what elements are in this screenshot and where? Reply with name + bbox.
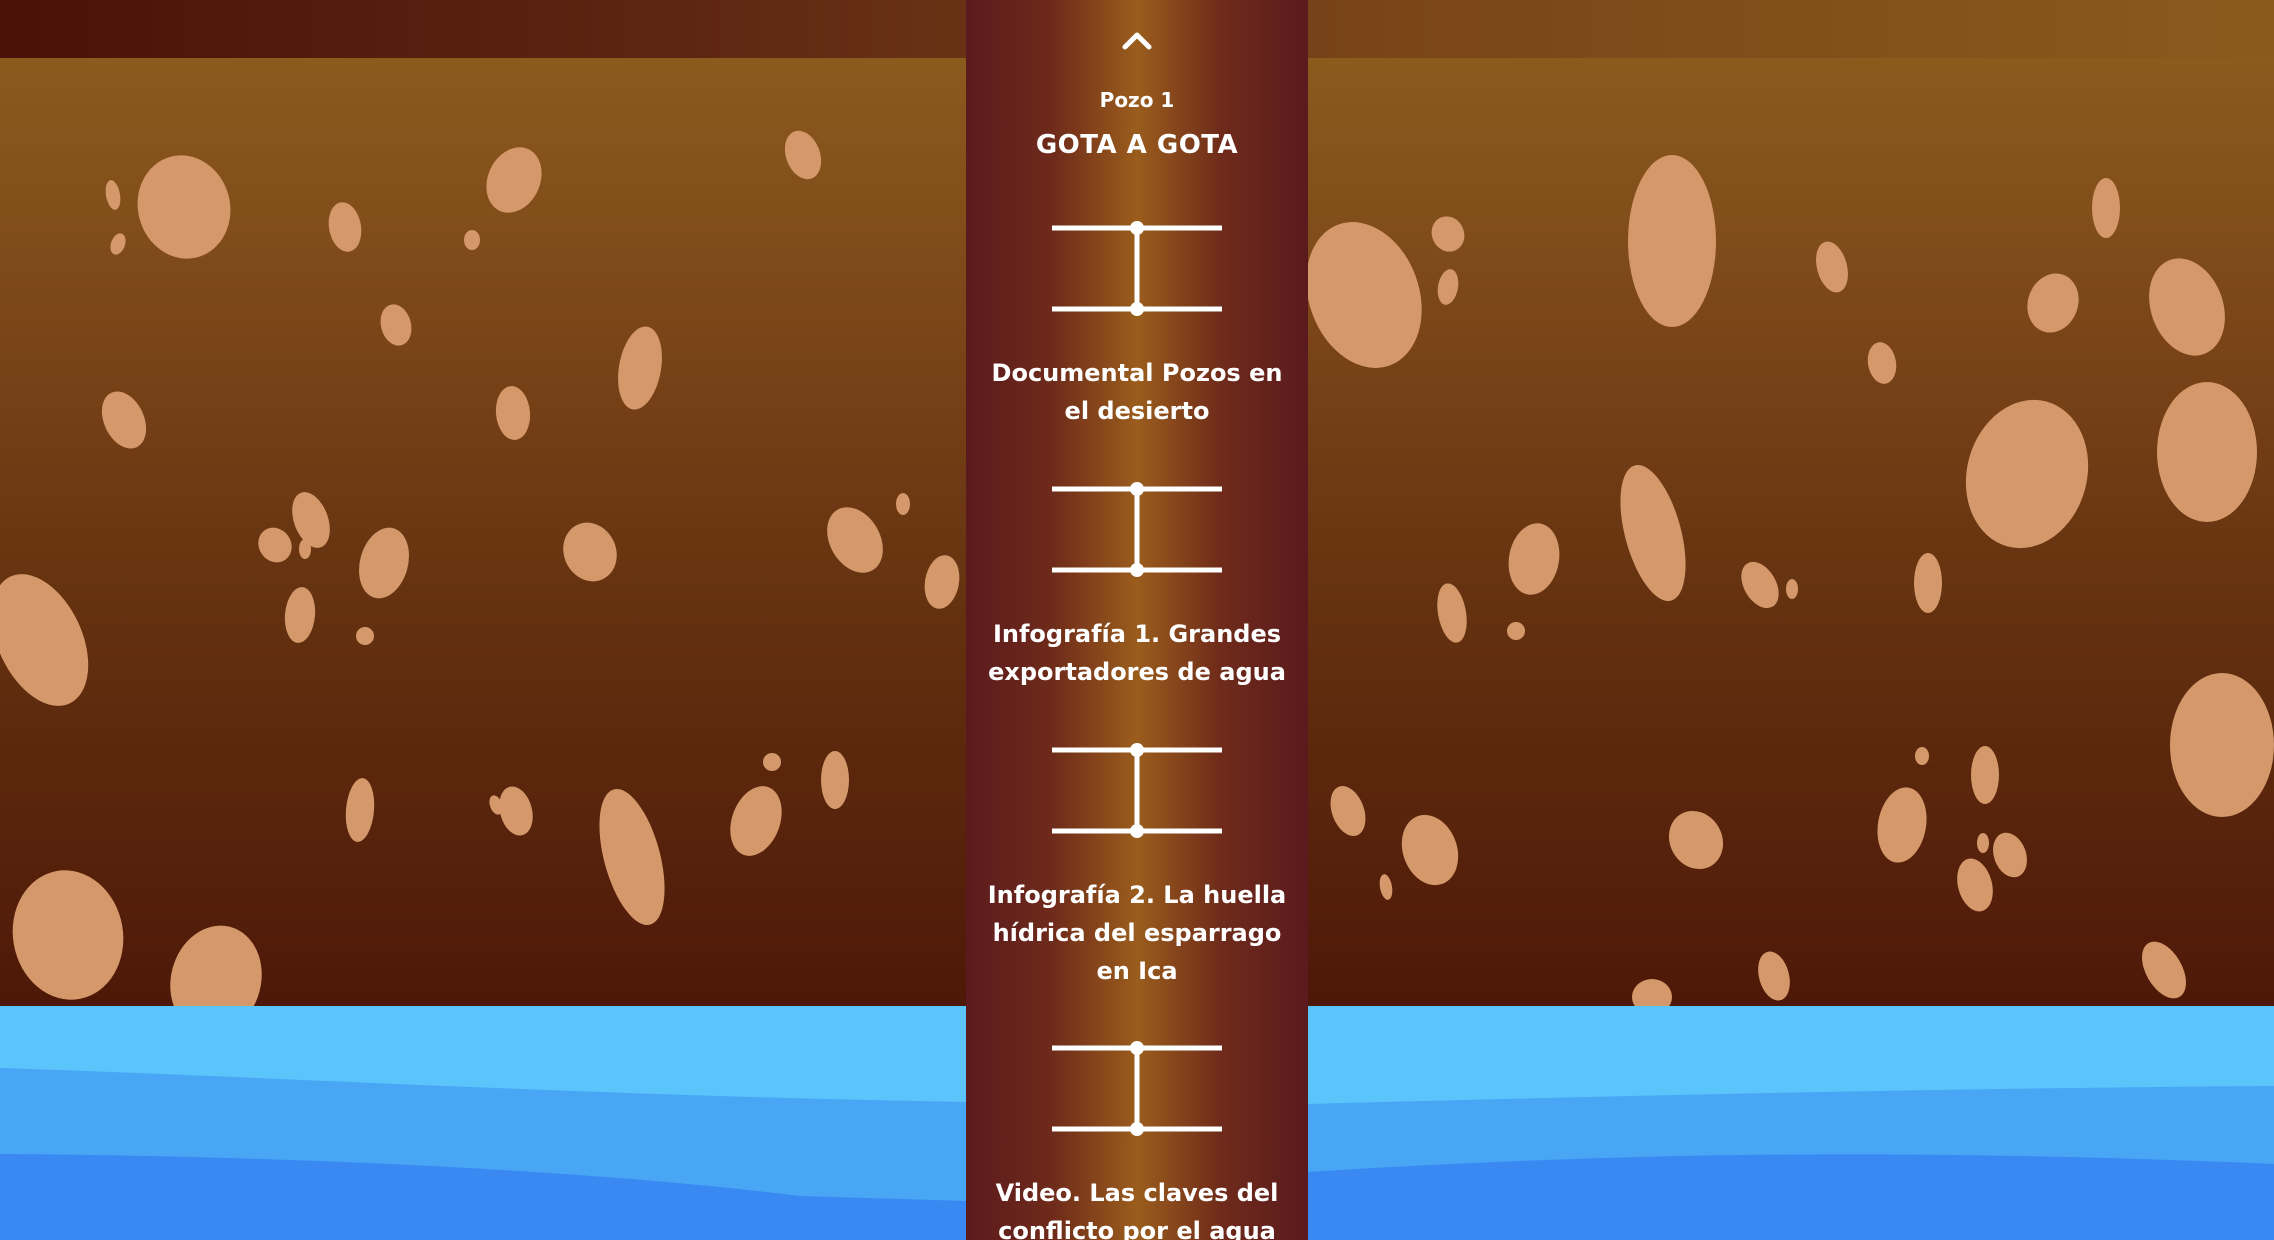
rock-shape bbox=[380, 304, 412, 346]
rock-shape bbox=[1306, 222, 1422, 368]
rock-shape bbox=[499, 786, 533, 836]
rock-shape bbox=[1816, 241, 1848, 293]
aquifer-water-left bbox=[0, 1006, 966, 1240]
rock-shape bbox=[763, 753, 781, 771]
rock-shape bbox=[1993, 832, 2027, 878]
pipe-marker-icon bbox=[1052, 743, 1222, 838]
rock-shape bbox=[1507, 622, 1525, 640]
rock-shape bbox=[827, 507, 883, 573]
rock-shape bbox=[2149, 258, 2225, 356]
nav-item-infografia-2[interactable]: Infografía 2. La huella hídrica del espa… bbox=[966, 740, 1308, 990]
rock-shape bbox=[359, 527, 409, 599]
aquifer-water-right bbox=[1308, 1006, 2274, 1240]
rock-shape bbox=[356, 627, 374, 645]
rock-shape bbox=[1965, 399, 2089, 549]
panel-title: GOTA A GOTA bbox=[1035, 130, 1239, 160]
scroll-up-button[interactable] bbox=[1117, 20, 1157, 60]
rock-shape bbox=[464, 230, 480, 250]
pipe-marker-icon bbox=[1052, 482, 1222, 577]
rock-shape bbox=[1508, 523, 1560, 595]
rock-shape bbox=[1437, 583, 1467, 643]
nav-item-label: Documental Pozos en el desierto bbox=[991, 359, 1283, 425]
rock-shape bbox=[924, 555, 960, 609]
rock-shape bbox=[2170, 673, 2274, 817]
rock-shape bbox=[896, 493, 910, 515]
rock-shape bbox=[1668, 810, 1724, 870]
nav-item-infografia-1[interactable]: Infografía 1. Grandes exportadores de ag… bbox=[966, 479, 1308, 691]
rock-shape bbox=[821, 751, 849, 809]
rock-shape bbox=[730, 786, 782, 856]
nav-item-video[interactable]: Video. Las claves del conflicto por el a… bbox=[966, 1038, 1308, 1240]
rock-shape bbox=[2092, 178, 2120, 238]
rock-shape bbox=[1786, 579, 1798, 599]
rock-shape bbox=[2157, 382, 2257, 522]
rock-shape bbox=[1877, 787, 1927, 863]
nav-item-documental[interactable]: Documental Pozos en el desierto bbox=[966, 218, 1308, 430]
rock-shape bbox=[1401, 814, 1459, 886]
rock-shape bbox=[137, 155, 231, 259]
rock-shape bbox=[292, 492, 330, 548]
nav-item-label: Video. Las claves del conflicto por el a… bbox=[995, 1179, 1279, 1240]
pipe-marker-icon bbox=[1052, 221, 1222, 316]
nav-item-label: Infografía 1. Grandes exportadores de ag… bbox=[988, 620, 1286, 686]
rock-shape bbox=[345, 778, 375, 842]
rock-shape bbox=[2027, 273, 2079, 333]
rock-shape bbox=[1867, 342, 1897, 384]
rock-shape bbox=[1758, 951, 1790, 1001]
rock-shape bbox=[101, 391, 147, 449]
rock-shape bbox=[258, 527, 292, 563]
rock-shape bbox=[1620, 464, 1686, 602]
rock-shape bbox=[1971, 746, 1999, 804]
rock-shape bbox=[1330, 785, 1366, 837]
rock-shape bbox=[299, 539, 311, 559]
rock-shape bbox=[110, 233, 126, 255]
rock-shape bbox=[1915, 747, 1929, 765]
rock-shape bbox=[784, 130, 822, 180]
chevron-up-icon bbox=[1122, 32, 1152, 50]
rock-shape bbox=[1741, 561, 1779, 609]
rock-shape bbox=[599, 788, 665, 926]
rock-shape bbox=[1431, 216, 1465, 252]
rock-shape bbox=[12, 870, 124, 1000]
rock-shape bbox=[489, 795, 503, 815]
rock-shape bbox=[0, 574, 89, 706]
rock-shape bbox=[486, 147, 542, 213]
rock-shape bbox=[2142, 941, 2186, 999]
nav-item-label: Infografía 2. La huella hídrica del espa… bbox=[987, 881, 1287, 985]
rock-shape bbox=[1437, 269, 1459, 305]
rock-shape bbox=[1628, 155, 1716, 327]
well-label: Pozo 1 bbox=[1099, 88, 1175, 112]
rock-shape bbox=[495, 386, 531, 440]
well-navigation-panel: Pozo 1 GOTA A GOTA Documental Pozos en e… bbox=[966, 0, 1308, 1240]
rock-shape bbox=[328, 202, 362, 252]
rock-shape bbox=[1957, 858, 1993, 912]
pipe-marker-icon bbox=[1052, 1041, 1222, 1136]
rock-shape bbox=[1914, 553, 1942, 613]
rock-shape bbox=[105, 180, 121, 210]
rock-shape bbox=[618, 326, 662, 410]
rock-shape bbox=[1977, 833, 1989, 853]
rock-shape bbox=[563, 522, 617, 582]
rock-shape bbox=[284, 587, 316, 643]
rock-shape bbox=[1379, 874, 1393, 900]
